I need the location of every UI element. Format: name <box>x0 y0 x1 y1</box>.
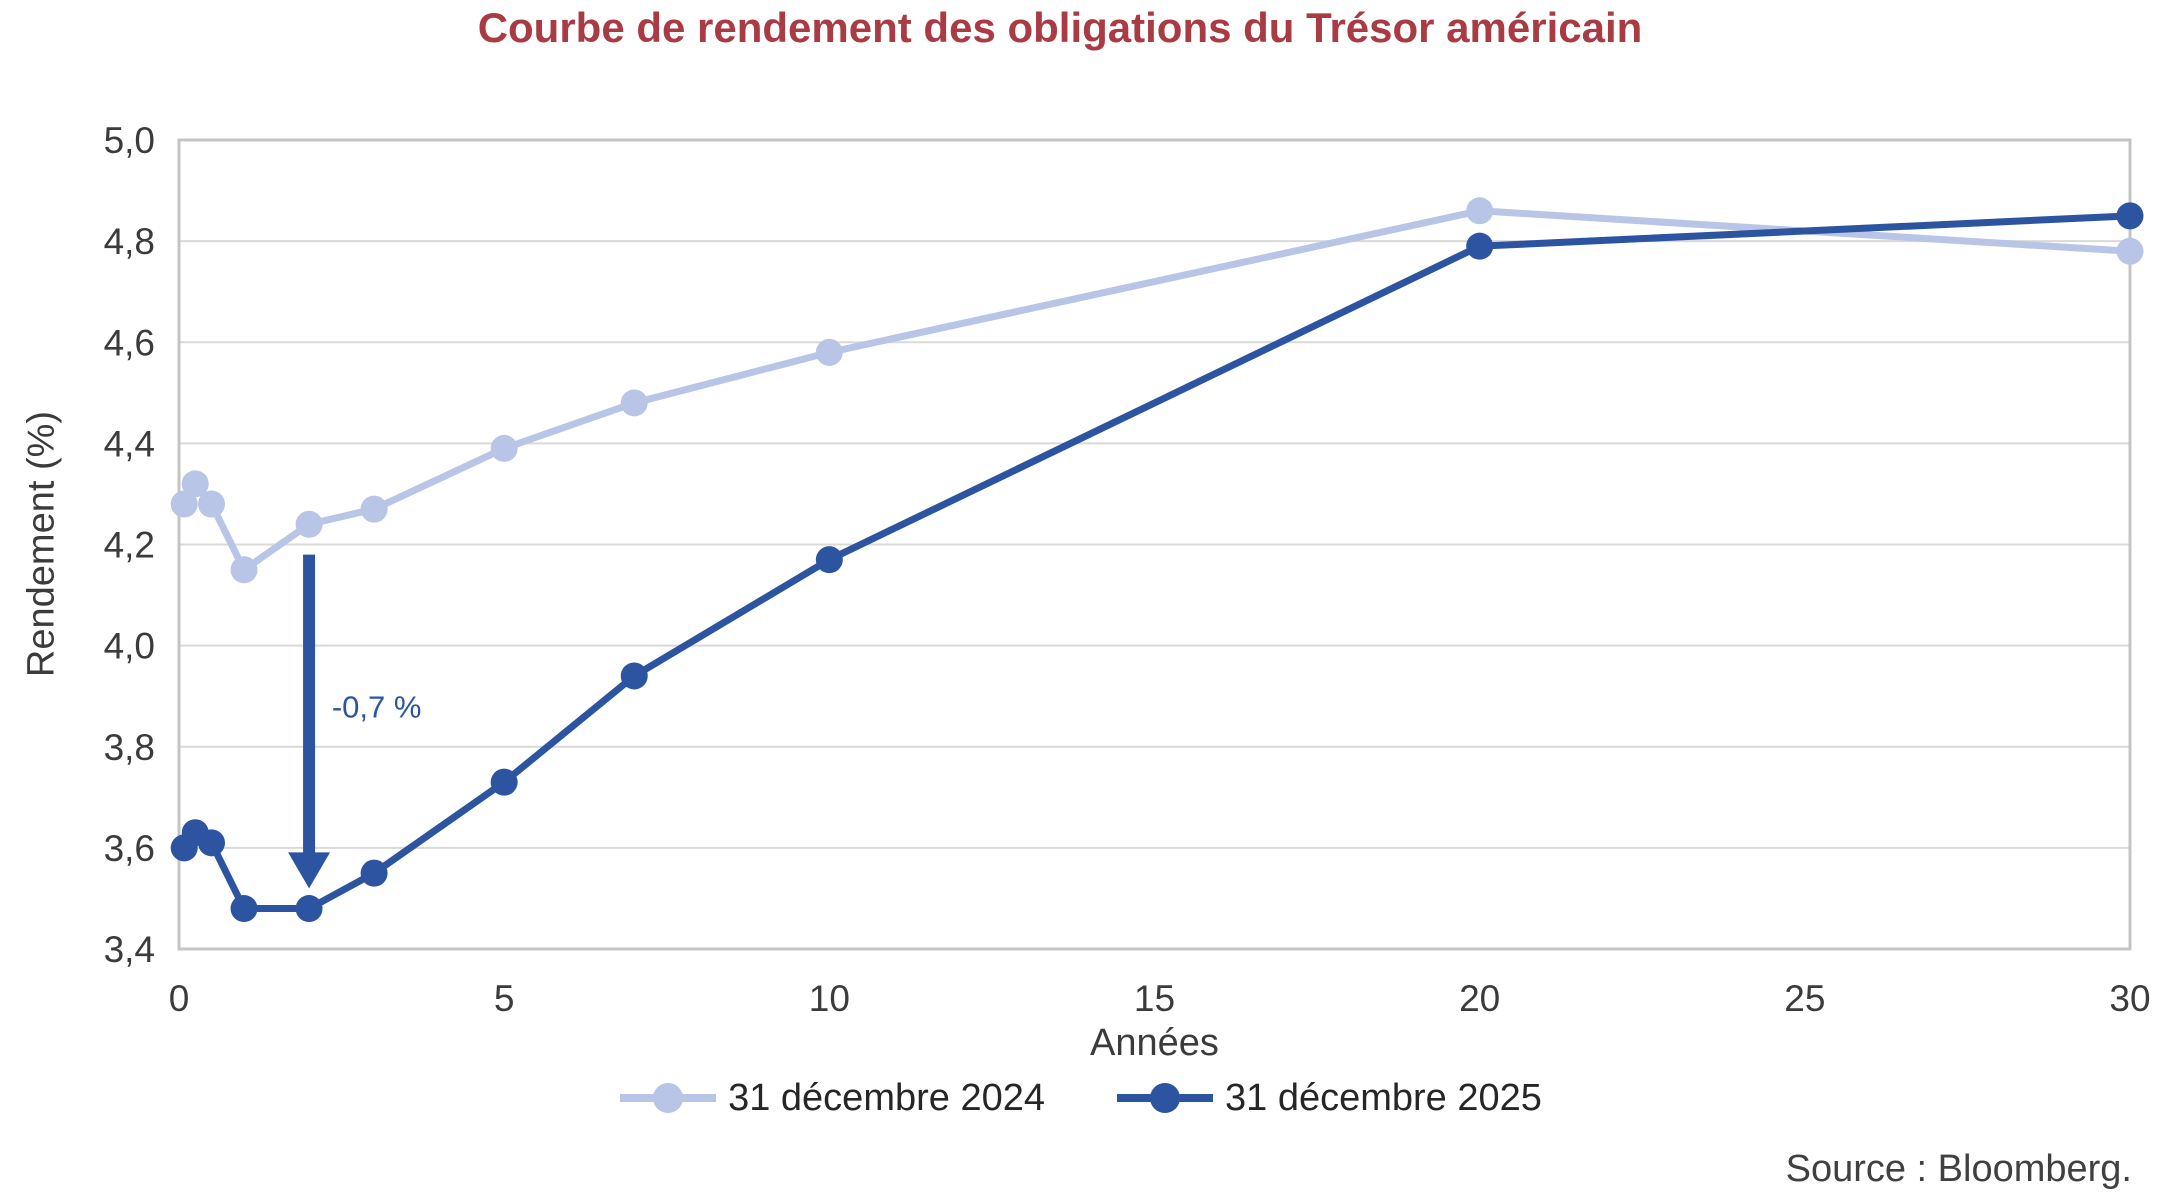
data-point-2024 <box>1466 197 1494 225</box>
y-tick-label: 3,8 <box>104 727 155 768</box>
series-line-2024 <box>180 207 2134 574</box>
x-tick-label: 15 <box>1134 978 1175 1019</box>
chart-title: Courbe de rendement des obligations du T… <box>477 4 1643 51</box>
data-point-2025 <box>360 859 388 887</box>
x-tick-label: 10 <box>809 978 850 1019</box>
x-tick-label: 25 <box>1784 978 1825 1019</box>
x-tick-label: 0 <box>169 978 190 1019</box>
data-point-2025 <box>620 662 648 690</box>
x-axis-title: Années <box>1090 1022 1219 1064</box>
legend: 31 décembre 2024 31 décembre 2025 <box>0 1076 2160 1120</box>
x-tick-label: 5 <box>494 978 515 1019</box>
y-tick-label: 4,4 <box>104 423 155 464</box>
legend-label-2025: 31 décembre 2025 <box>1225 1077 1542 1119</box>
data-point-2025 <box>198 829 226 857</box>
data-point-2024 <box>490 434 518 462</box>
series-line-2025 <box>180 212 2134 913</box>
x-tick-label: 20 <box>1459 978 1500 1019</box>
data-point-2024 <box>815 338 843 366</box>
legend-item-2024: 31 décembre 2024 <box>618 1076 1045 1120</box>
y-tick-label: 5,0 <box>104 120 155 161</box>
y-tick-label: 4,6 <box>104 322 155 363</box>
legend-marker-2024-icon <box>620 1083 717 1113</box>
legend-marker-2025-icon <box>1117 1083 1213 1113</box>
annotation-label: -0,7 % <box>332 689 422 724</box>
data-point-2024 <box>198 490 226 518</box>
y-tick-label: 3,4 <box>104 929 155 970</box>
data-point-2024 <box>360 495 388 523</box>
data-point-2024 <box>295 510 323 538</box>
y-tick-label: 4,8 <box>104 221 155 262</box>
y-tick-label: 4,2 <box>104 525 155 566</box>
y-axis-title: Rendement (%) <box>20 410 63 678</box>
data-point-2025 <box>295 895 323 923</box>
legend-dot-icon <box>1150 1083 1180 1113</box>
data-point-2024 <box>2116 237 2144 265</box>
data-point-2025 <box>2116 202 2144 230</box>
y-tick-label: 4,0 <box>104 626 155 667</box>
source-note: Source : Bloomberg. <box>1785 1148 2132 1190</box>
data-point-2025 <box>1466 232 1494 260</box>
annotation-arrowhead-icon <box>288 852 331 889</box>
data-point-2025 <box>815 546 843 574</box>
data-point-2024 <box>620 389 648 417</box>
legend-item-2025: 31 décembre 2025 <box>1115 1076 1542 1120</box>
data-point-2024 <box>170 490 198 518</box>
x-tick-label: 30 <box>2109 978 2150 1019</box>
data-point-2025 <box>490 768 518 796</box>
data-point-2024 <box>230 556 258 584</box>
y-tick-label: 3,6 <box>104 828 155 869</box>
plot-border <box>177 138 2132 951</box>
data-point-2025 <box>230 895 258 923</box>
legend-label-2024: 31 décembre 2024 <box>728 1077 1045 1119</box>
legend-dot-icon <box>653 1083 684 1113</box>
data-point-2024 <box>181 470 209 498</box>
